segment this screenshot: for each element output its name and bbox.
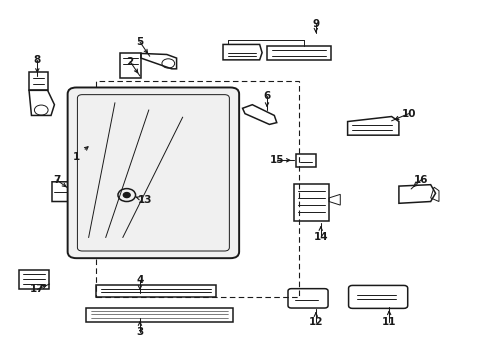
Text: 16: 16	[414, 175, 428, 185]
Bar	[96, 81, 299, 297]
Text: 11: 11	[382, 317, 396, 327]
Text: 4: 4	[136, 275, 144, 285]
Text: 13: 13	[138, 195, 152, 205]
Text: 5: 5	[136, 37, 144, 47]
Text: 2: 2	[126, 57, 134, 67]
Text: 14: 14	[314, 232, 328, 242]
Text: 1: 1	[73, 152, 80, 162]
Text: 9: 9	[312, 19, 319, 29]
Text: 3: 3	[136, 327, 144, 337]
Text: 7: 7	[53, 175, 61, 185]
Circle shape	[123, 193, 130, 198]
Text: 10: 10	[401, 109, 416, 119]
Text: 8: 8	[34, 55, 41, 65]
Text: 15: 15	[270, 155, 284, 165]
FancyBboxPatch shape	[68, 87, 239, 258]
Text: 12: 12	[309, 317, 323, 327]
Text: 17: 17	[30, 284, 45, 294]
Text: 6: 6	[263, 91, 270, 101]
